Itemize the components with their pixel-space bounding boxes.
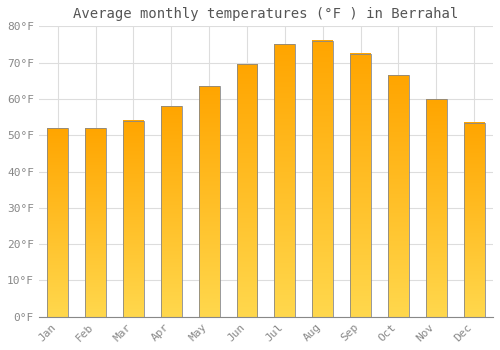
Bar bbox=[388, 75, 409, 317]
Bar bbox=[48, 128, 68, 317]
Bar bbox=[464, 122, 484, 317]
Bar bbox=[198, 86, 220, 317]
Bar bbox=[274, 44, 295, 317]
Bar bbox=[350, 54, 371, 317]
Bar bbox=[236, 64, 258, 317]
Bar bbox=[123, 121, 144, 317]
Title: Average monthly temperatures (°F ) in Berrahal: Average monthly temperatures (°F ) in Be… bbox=[74, 7, 458, 21]
Bar bbox=[312, 41, 333, 317]
Bar bbox=[161, 106, 182, 317]
Bar bbox=[426, 99, 446, 317]
Bar bbox=[85, 128, 106, 317]
